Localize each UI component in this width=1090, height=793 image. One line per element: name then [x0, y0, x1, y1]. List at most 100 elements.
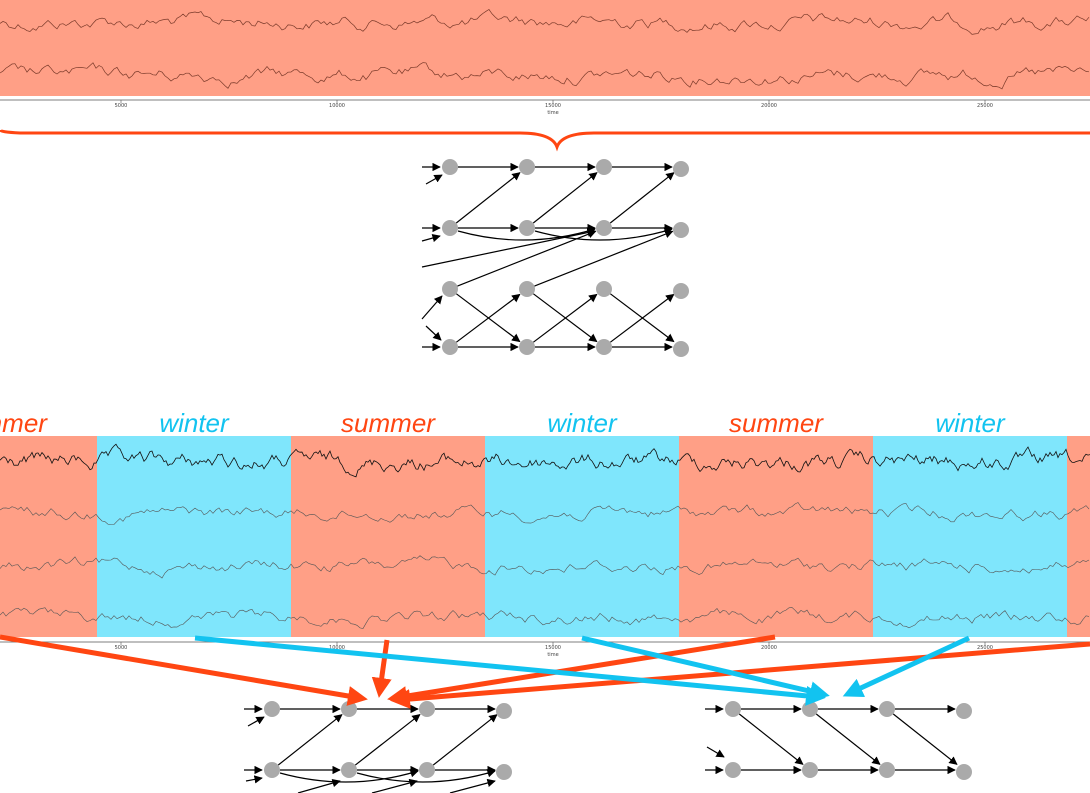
- top-x-axis-label: time: [547, 110, 558, 116]
- bottom-x-ticks: 5000 10000 15000 20000 25000: [115, 642, 993, 651]
- graph-edge: [356, 769, 496, 783]
- summer-arrow-3: [387, 634, 776, 706]
- winter-segment: [97, 436, 291, 637]
- graph-node: [419, 701, 435, 717]
- graph-node: [673, 222, 689, 238]
- bottom-tick-label: 15000: [545, 645, 561, 651]
- graph-node: [442, 281, 458, 297]
- winter-causal-graph: [705, 701, 972, 780]
- top-tick-label: 25000: [977, 103, 993, 109]
- graph-edge: [738, 713, 804, 765]
- graph-edge-stub: [247, 716, 265, 727]
- top-timeseries-panel: 5000 10000 15000 20000 25000 time: [0, 0, 1090, 116]
- graph-node: [419, 762, 435, 778]
- graph-edge: [534, 230, 674, 287]
- summer-label: summer: [729, 408, 824, 438]
- summer-arrow-1: [0, 634, 368, 706]
- graph-node: [496, 764, 512, 780]
- top-tick-label: 20000: [761, 103, 777, 109]
- graph-edge: [277, 714, 343, 766]
- summer-arrow-2: [371, 639, 392, 698]
- graph-node: [519, 281, 535, 297]
- graph-node: [442, 220, 458, 236]
- combined-causal-graph: [421, 159, 689, 357]
- bottom-timeseries-panel: 5000 10000 15000 20000 25000 time: [0, 436, 1090, 658]
- graph-edge-stub: [371, 778, 418, 793]
- graph-edge: [455, 172, 521, 224]
- graph-node: [496, 703, 512, 719]
- graph-node: [725, 762, 741, 778]
- graph-edge: [815, 713, 881, 765]
- bottom-tick-label: 25000: [977, 645, 993, 651]
- graph-edge-stub: [449, 778, 496, 793]
- graph-edge: [892, 713, 958, 765]
- season-labels: summer winter summer winter summer winter: [0, 408, 1006, 438]
- bottom-series-line: [0, 555, 1090, 579]
- graph-edge-stub: [421, 233, 441, 243]
- season-backgrounds: [0, 436, 1090, 637]
- winter-arrow-1: [194, 635, 826, 706]
- bottom-series-line: [0, 607, 1090, 629]
- graph-node: [519, 220, 535, 236]
- graph-node: [596, 159, 612, 175]
- top-x-ticks: 5000 10000 15000 20000 25000: [115, 100, 993, 109]
- winter-arrow-2: [581, 635, 830, 702]
- graph-node: [596, 339, 612, 355]
- graph-edge: [609, 172, 675, 224]
- graph-edge: [279, 769, 419, 783]
- orange-brace: [0, 129, 1090, 152]
- graph-edge: [354, 714, 421, 766]
- graph-node: [264, 701, 280, 717]
- graph-node: [341, 762, 357, 778]
- graph-node: [442, 339, 458, 355]
- bottom-tick-label: 5000: [115, 645, 128, 651]
- winter-label: winter: [935, 408, 1006, 438]
- graph-node: [519, 339, 535, 355]
- graph-edge: [456, 293, 521, 343]
- winter-label: winter: [159, 408, 230, 438]
- graph-edge: [457, 230, 597, 287]
- summer-arrow-4: [390, 641, 1090, 709]
- graph-node: [802, 701, 818, 717]
- summer-label: summer: [341, 408, 436, 438]
- graph-edge-stub: [421, 228, 596, 268]
- top-tick-label: 15000: [545, 103, 561, 109]
- graph-node: [879, 762, 895, 778]
- graph-node: [264, 762, 280, 778]
- summer-segment: [679, 436, 873, 637]
- graph-edge: [457, 227, 596, 241]
- top-series-line: [0, 62, 1090, 90]
- graph-edge: [532, 172, 598, 224]
- graph-edge: [432, 714, 498, 766]
- graph-edge-stub: [421, 295, 443, 320]
- graph-node: [673, 161, 689, 177]
- graph-edge-stub: [425, 174, 443, 185]
- graph-node: [802, 762, 818, 778]
- bottom-series-group: [0, 443, 1090, 629]
- season-to-graph-arrows: [0, 634, 1090, 709]
- bottom-tick-label: 10000: [329, 645, 345, 651]
- bottom-x-axis-label: time: [547, 652, 558, 658]
- winter-segment: [485, 436, 679, 637]
- graph-edge: [534, 227, 673, 241]
- graph-edge: [533, 293, 598, 343]
- graph-edge-stub: [297, 779, 341, 793]
- graph-node: [673, 283, 689, 299]
- top-tick-label: 10000: [329, 103, 345, 109]
- summer-segment: [291, 436, 485, 637]
- graph-node: [956, 764, 972, 780]
- bottom-series-line: [0, 443, 1090, 478]
- summer-causal-graph: [244, 701, 512, 793]
- top-tick-label: 5000: [115, 103, 128, 109]
- winter-arrow-3: [842, 635, 971, 698]
- graph-edge-stub: [425, 325, 442, 341]
- bottom-tick-label: 20000: [761, 645, 777, 651]
- summer-segment: [1067, 436, 1090, 637]
- graph-node: [879, 701, 895, 717]
- bottom-series-line: [0, 502, 1090, 525]
- graph-edge-stub: [245, 775, 263, 784]
- graph-node: [341, 701, 357, 717]
- graph-node: [956, 703, 972, 719]
- graph-node: [725, 701, 741, 717]
